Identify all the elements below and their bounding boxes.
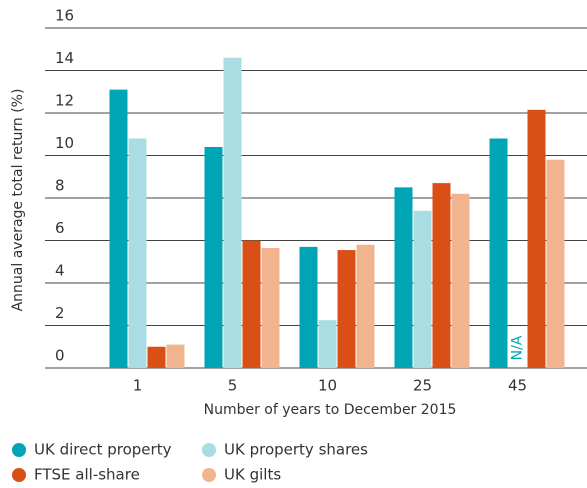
bar (261, 247, 280, 368)
bar (128, 138, 147, 368)
y-tick-label: 16 (55, 7, 74, 25)
bar (147, 346, 166, 368)
y-axis-label: Annual average total return (%) (10, 89, 26, 312)
bar (546, 159, 565, 368)
legend-label: UK direct property (34, 441, 172, 459)
y-tick-label: 12 (55, 92, 74, 110)
bar (166, 344, 185, 368)
bar (109, 89, 128, 368)
bar (432, 183, 451, 368)
bar (527, 109, 546, 368)
bar (356, 244, 375, 368)
y-tick-label: 14 (55, 49, 74, 67)
bar (242, 240, 261, 368)
bar (451, 193, 470, 368)
x-tick-label: 10 (318, 377, 337, 395)
bar (223, 57, 242, 368)
bar (413, 210, 432, 368)
bar (204, 147, 223, 368)
x-tick-label: 25 (413, 377, 432, 395)
bar (394, 187, 413, 368)
y-tick-label: 10 (55, 134, 74, 152)
legend-label: UK gilts (224, 466, 281, 484)
y-tick-label: 8 (55, 177, 65, 195)
x-tick-label: 5 (228, 377, 238, 395)
x-tick-label: 45 (508, 377, 527, 395)
x-tick-label: 1 (133, 377, 143, 395)
x-axis-label: Number of years to December 2015 (204, 402, 457, 418)
legend-swatch (12, 443, 26, 457)
legend-label: FTSE all-share (34, 466, 140, 484)
bar (337, 250, 356, 368)
na-label: N/A (510, 335, 526, 360)
bar (318, 320, 337, 368)
bar (489, 138, 508, 368)
y-tick-label: 0 (55, 347, 65, 365)
legend-swatch (12, 468, 26, 482)
legend-label: UK property shares (224, 441, 368, 459)
y-tick-label: 4 (55, 262, 65, 280)
legend-swatch (202, 468, 216, 482)
y-tick-label: 6 (55, 219, 65, 237)
y-tick-label: 2 (55, 304, 65, 322)
legend-swatch (202, 443, 216, 457)
bar (299, 246, 318, 368)
